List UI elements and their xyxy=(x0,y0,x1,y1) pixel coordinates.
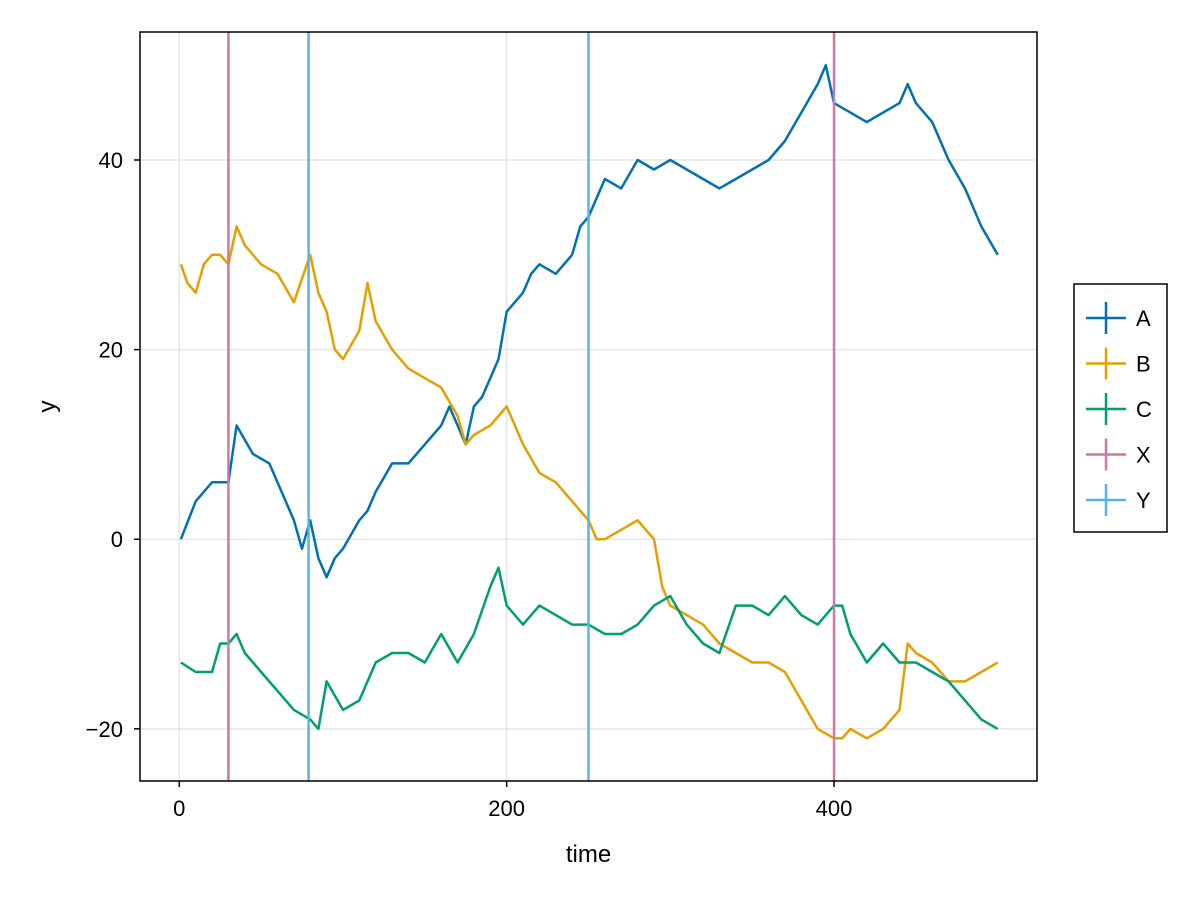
plot-frame xyxy=(139,31,1038,782)
y-tick-label: −20 xyxy=(86,717,123,742)
plot-area xyxy=(179,32,999,781)
series-b-line xyxy=(179,225,999,740)
y-tick-label: 0 xyxy=(111,527,123,552)
legend-label-a: A xyxy=(1136,306,1151,331)
x-tick-label: 400 xyxy=(816,796,853,821)
series-c-line xyxy=(180,566,999,731)
legend-label-b: B xyxy=(1136,352,1151,377)
x-tick-label: 200 xyxy=(488,796,525,821)
legend-label-x: X xyxy=(1136,443,1151,468)
legend-label-y: Y xyxy=(1136,488,1151,513)
legend-label-c: C xyxy=(1136,397,1152,422)
x-axis-label: time xyxy=(566,841,611,868)
x-tick-label: 0 xyxy=(173,796,185,821)
y-axis-label: y xyxy=(34,401,61,413)
series-a-line xyxy=(179,63,999,579)
y-tick-label: 40 xyxy=(99,148,123,173)
axis-ticks: 0 200 400 −20 0 20 40 xyxy=(86,148,853,821)
y-tick-label: 20 xyxy=(99,338,123,363)
